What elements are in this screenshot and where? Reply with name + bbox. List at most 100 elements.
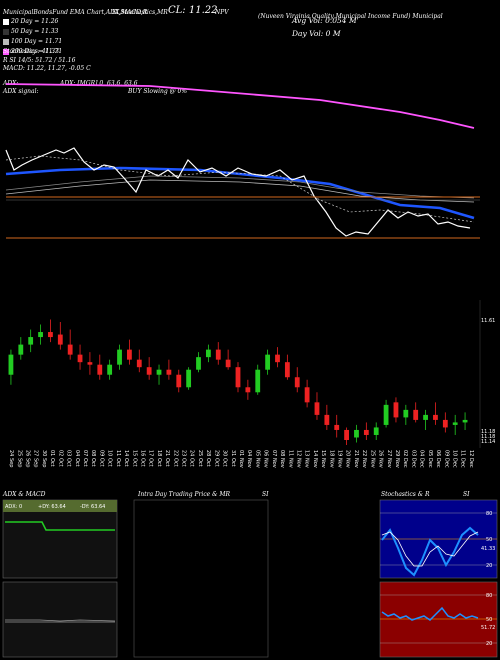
date-axis-label: 02 Oct [57,450,63,467]
day-volume: Day Vol: 0 M [292,29,341,38]
date-axis-label: 11 Nov [287,450,293,468]
adx-line-plot [5,521,115,531]
date-axis-label: 25 Nov [369,450,375,468]
date-axis-label: 26 Sep [25,450,31,467]
candle-body [304,387,310,403]
price-line [5,147,471,237]
ema-50-line [5,175,475,199]
date-axis-label: 10 Oct [107,450,113,467]
date-axis-label: 20 Nov [345,450,351,468]
date-axis-label: 03 Oct [66,450,72,467]
candle-body [186,369,192,388]
ema-legend-item: 20 Day = 11.26 [3,18,58,25]
date-axis-label: 08 Oct [90,450,96,467]
date-axis-label: 28 Oct [205,450,211,467]
candle-body [275,354,280,363]
rsi-tick-80: 80 [486,593,492,599]
adx-panel [2,499,118,579]
date-axis-label: 18 Nov [328,450,334,468]
candle-body [48,332,53,338]
date-axis-label: 27 Nov [386,450,392,468]
ema-legend-item: 200 Day = 11.71 [3,48,62,55]
ema-100-line [5,179,475,203]
close-price-label: CL: 11.22 [168,5,218,16]
date-axis-label: 19 Nov [337,450,343,468]
price-axis-label: 11.18 [481,434,495,440]
date-axis-label: 24 Oct [189,450,195,467]
candle-body [324,414,330,425]
intraday-si-label: SI [262,491,269,498]
date-axis-label: 14 Oct [123,450,129,467]
candle-body [18,344,24,355]
rsi-line [381,606,479,621]
intraday-panel-title: Intra Day Trading Price & MR [138,491,231,498]
stoch-si-label: SI [463,491,470,498]
fund-name: (Nuveen Virginia Quality Municipal Incom… [258,13,443,20]
candle-body [344,429,349,440]
avg-volume: Avg Vol: 0.054 M [292,16,357,25]
date-axis-label: 10 Dec [451,450,457,468]
date-axis-label: 09 Oct [98,450,104,467]
price-axis-label: 11.14 [481,439,495,445]
stoch-current: 41.33 [481,546,495,552]
date-axis-label: 30 Sep [41,450,47,467]
date-axis-label: 27 Sep [33,450,39,467]
date-axis-label: 04 Dec [419,450,425,468]
ema-legend-item: 100 Day = 11.71 [3,38,62,45]
ema-lines [5,83,480,239]
candle-body [215,349,221,360]
date-axis-label: 23 Oct [181,450,187,467]
date-axis-label: 09 Dec [443,450,449,468]
candle-body [225,359,231,368]
date-axis-label: 01 Nov [238,450,244,468]
candle-body [146,367,152,375]
date-axis-label: 07 Oct [82,450,88,467]
date-axis-label: 24 Sep [8,450,14,467]
stoch-panel-title: Stochastics & R [381,491,430,498]
ema-legend-label: 100 Day = 11.71 [11,38,63,45]
macd-line-plot [5,619,116,622]
date-axis: 24 Sep 25 Sep 26 Sep 27 Sep 30 Sep 01 Oct 02 O… [8,450,474,468]
date-axis-label: 17 Oct [148,450,154,467]
candle-body [38,332,43,338]
buy-signal: BUY Slowing @ 0% [128,88,188,95]
candles [8,319,468,446]
stoch-k-line [381,526,479,577]
candle-body [117,349,122,365]
candle-body [28,337,34,345]
candle-body [442,419,448,428]
candle-body [363,429,369,435]
candle-body [205,349,211,358]
candle-body [284,362,290,378]
date-axis-label: 22 Oct [172,450,178,467]
date-axis-label: 21 Nov [353,450,359,468]
price-axis-label: 11.18 [481,429,495,435]
candle-body [452,422,458,425]
date-axis-label: 04 Nov [246,450,252,468]
date-axis-label: 14 Nov [312,450,318,468]
stoch-tick-80: 80 [486,511,492,517]
candle-body [235,367,241,388]
macd-panel [2,581,118,658]
candle-body [8,354,14,375]
adx-signal-label: ADX signal: [3,88,39,95]
candle-body [314,402,320,415]
date-axis-label: 03 Dec [410,450,416,468]
price-dashed-line [5,155,475,223]
intraday-panel [133,499,269,658]
date-axis-label: 12 Dec [468,450,474,468]
date-axis-label: 11 Dec [460,450,466,468]
candle-body [87,362,93,365]
candle-body [383,404,389,425]
date-axis-label: 06 Dec [435,450,441,468]
ema-20-line [5,166,475,220]
candle-body [77,354,83,363]
candle-body [334,424,340,430]
ema-legend-swatch [3,38,9,45]
candle-body [393,402,399,418]
stochastics-value: Stochastics: 41.33 [3,48,59,55]
macd-value: MACD: 11.22, 11.27, -0.05 C [3,65,91,72]
date-axis-label: 26 Nov [378,450,384,468]
